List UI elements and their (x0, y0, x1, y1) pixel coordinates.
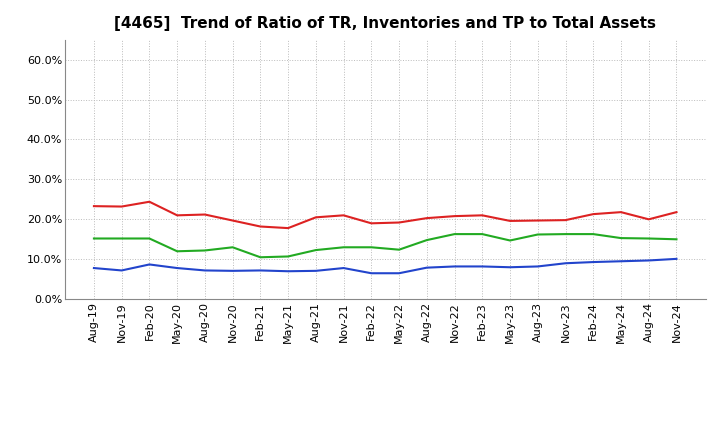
Trade Receivables (117, 204, 126, 209)
Trade Receivables (589, 212, 598, 217)
Inventories (339, 265, 348, 271)
Trade Payables (117, 236, 126, 241)
Inventories (145, 262, 154, 267)
Line: Inventories: Inventories (94, 259, 677, 273)
Trade Payables (534, 232, 542, 237)
Trade Receivables (284, 225, 292, 231)
Trade Receivables (173, 213, 181, 218)
Trade Payables (312, 247, 320, 253)
Trade Receivables (228, 218, 237, 223)
Inventories (672, 256, 681, 261)
Inventories (284, 268, 292, 274)
Trade Payables (367, 245, 376, 250)
Trade Receivables (312, 215, 320, 220)
Inventories (561, 260, 570, 266)
Inventories (505, 264, 514, 270)
Trade Receivables (672, 209, 681, 215)
Trade Payables (256, 255, 265, 260)
Inventories (478, 264, 487, 269)
Trade Payables (616, 235, 625, 241)
Inventories (228, 268, 237, 274)
Trade Payables (145, 236, 154, 241)
Title: [4465]  Trend of Ratio of TR, Inventories and TP to Total Assets: [4465] Trend of Ratio of TR, Inventories… (114, 16, 656, 32)
Trade Receivables (478, 213, 487, 218)
Inventories (201, 268, 210, 273)
Trade Payables (284, 254, 292, 259)
Trade Receivables (423, 216, 431, 221)
Inventories (173, 265, 181, 271)
Inventories (395, 271, 403, 276)
Trade Receivables (644, 216, 653, 222)
Trade Receivables (89, 204, 98, 209)
Trade Receivables (256, 224, 265, 229)
Line: Trade Payables: Trade Payables (94, 234, 677, 257)
Trade Payables (395, 247, 403, 252)
Trade Receivables (367, 221, 376, 226)
Trade Payables (89, 236, 98, 241)
Inventories (534, 264, 542, 269)
Inventories (256, 268, 265, 273)
Trade Payables (339, 245, 348, 250)
Trade Receivables (145, 199, 154, 205)
Trade Payables (423, 238, 431, 243)
Trade Payables (505, 238, 514, 243)
Trade Receivables (201, 212, 210, 217)
Inventories (644, 258, 653, 263)
Trade Receivables (505, 218, 514, 224)
Inventories (423, 265, 431, 270)
Inventories (89, 265, 98, 271)
Trade Payables (672, 237, 681, 242)
Trade Receivables (616, 209, 625, 215)
Trade Payables (228, 245, 237, 250)
Trade Receivables (339, 213, 348, 218)
Trade Receivables (450, 213, 459, 219)
Inventories (117, 268, 126, 273)
Inventories (589, 260, 598, 265)
Trade Payables (561, 231, 570, 237)
Inventories (616, 259, 625, 264)
Inventories (367, 271, 376, 276)
Inventories (450, 264, 459, 269)
Trade Payables (644, 236, 653, 241)
Trade Receivables (534, 218, 542, 223)
Trade Receivables (395, 220, 403, 225)
Trade Receivables (561, 217, 570, 223)
Trade Payables (589, 231, 598, 237)
Trade Payables (201, 248, 210, 253)
Trade Payables (478, 231, 487, 237)
Trade Payables (173, 249, 181, 254)
Trade Payables (450, 231, 459, 237)
Inventories (312, 268, 320, 274)
Line: Trade Receivables: Trade Receivables (94, 202, 677, 228)
